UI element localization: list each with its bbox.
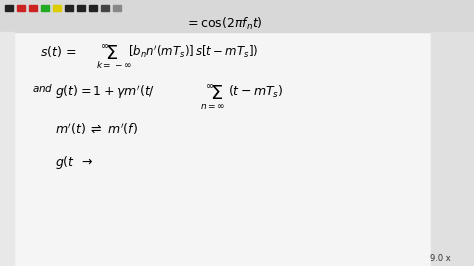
Bar: [113, 5, 121, 11]
Text: $[b_n n^\prime(mT_s)]\, s[t - mT_s])$: $[b_n n^\prime(mT_s)]\, s[t - mT_s])$: [128, 44, 258, 60]
Bar: [101, 5, 109, 11]
Text: $n=\infty$: $n=\infty$: [200, 102, 225, 111]
Text: $\infty$: $\infty$: [205, 80, 214, 90]
Bar: [53, 5, 61, 11]
Text: $= \cos(2\pi f_n t)$: $= \cos(2\pi f_n t)$: [185, 16, 263, 32]
Bar: [5, 5, 13, 11]
Text: $m^\prime(t)\; \rightleftharpoons \; m^\prime(f)$: $m^\prime(t)\; \rightleftharpoons \; m^\…: [55, 122, 138, 137]
Bar: [431, 32, 474, 266]
Bar: [14, 32, 431, 266]
Bar: [89, 5, 97, 11]
Text: $g(t) = 1 + \gamma m^\prime(t/$: $g(t) = 1 + \gamma m^\prime(t/$: [55, 84, 155, 101]
Bar: [29, 5, 37, 11]
Text: $s(t)\, =$: $s(t)\, =$: [40, 44, 77, 59]
Bar: [41, 5, 49, 11]
Text: 9.0 x: 9.0 x: [430, 254, 451, 263]
Bar: [65, 5, 73, 11]
Bar: [0, 0, 474, 32]
Text: $k=-\infty$: $k=-\infty$: [96, 59, 132, 70]
Text: $(t - mT_s)$: $(t - mT_s)$: [228, 84, 283, 100]
Bar: [0, 32, 14, 266]
Text: $\Sigma$: $\Sigma$: [105, 44, 118, 63]
Text: $\Sigma$: $\Sigma$: [210, 84, 223, 103]
Bar: [77, 5, 85, 11]
Text: $\infty$: $\infty$: [100, 40, 109, 50]
Text: $\mathit{and}$: $\mathit{and}$: [32, 82, 54, 94]
Bar: [17, 5, 25, 11]
Text: $g(t\;\; \rightarrow$: $g(t\;\; \rightarrow$: [55, 154, 94, 171]
